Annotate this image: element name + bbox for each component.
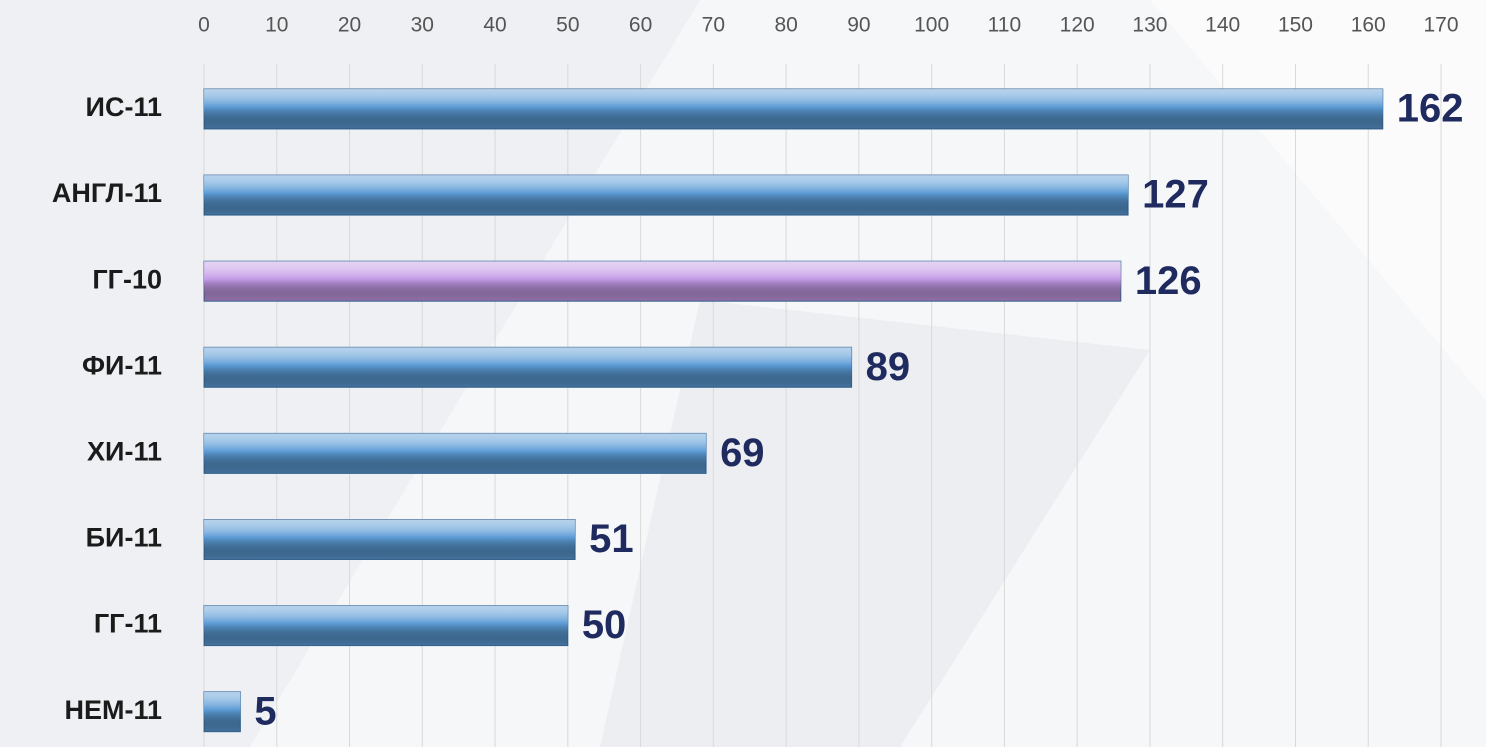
y-tick-label: ГГ-11 xyxy=(94,609,162,639)
x-tick-label: 90 xyxy=(847,14,870,37)
x-tick-label: 100 xyxy=(914,14,949,37)
x-tick-label: 160 xyxy=(1351,14,1386,37)
value-label: 69 xyxy=(720,431,765,475)
bar-shine xyxy=(204,605,568,646)
x-tick-label: 60 xyxy=(629,14,652,37)
value-label: 50 xyxy=(582,603,627,647)
x-tick-label: 80 xyxy=(774,14,797,37)
value-label: 5 xyxy=(254,689,276,733)
bar-shine xyxy=(204,261,1121,302)
y-tick-label: АНГЛ-11 xyxy=(52,178,162,208)
bar-shine xyxy=(204,89,1383,129)
value-label: 162 xyxy=(1397,87,1464,131)
x-tick-label: 0 xyxy=(198,14,210,37)
x-tick-label: 110 xyxy=(988,14,1021,37)
bar-shine xyxy=(204,519,576,560)
x-tick-label: 50 xyxy=(556,14,579,37)
value-label: 51 xyxy=(589,517,634,561)
x-tick-label: 70 xyxy=(702,14,725,37)
y-tick-label: ГГ-10 xyxy=(92,264,162,294)
value-label: 127 xyxy=(1142,173,1209,217)
y-tick-label: БИ-11 xyxy=(86,523,162,553)
value-label: 126 xyxy=(1135,259,1202,303)
x-tick-label: 130 xyxy=(1132,14,1167,37)
y-tick-label: ХИ-11 xyxy=(87,437,162,467)
background-shape xyxy=(600,300,1150,747)
y-tick-label: ФИ-11 xyxy=(82,350,162,380)
x-tick-label: 40 xyxy=(483,14,506,37)
x-tick-label: 150 xyxy=(1278,14,1313,37)
y-tick-label: НЕМ-11 xyxy=(64,695,162,725)
x-tick-label: 10 xyxy=(265,14,288,37)
bar-shine xyxy=(204,175,1129,216)
value-label: 89 xyxy=(866,345,911,389)
bar-shine xyxy=(204,347,852,388)
x-tick-label: 30 xyxy=(411,14,434,37)
x-tick-label: 170 xyxy=(1423,14,1458,37)
bar-shine xyxy=(204,691,241,732)
x-tick-label: 120 xyxy=(1060,14,1095,37)
x-tick-label: 20 xyxy=(338,14,361,37)
bar-shine xyxy=(204,433,707,474)
x-tick-label: 140 xyxy=(1205,14,1240,37)
y-tick-label: ИС-11 xyxy=(86,92,162,122)
